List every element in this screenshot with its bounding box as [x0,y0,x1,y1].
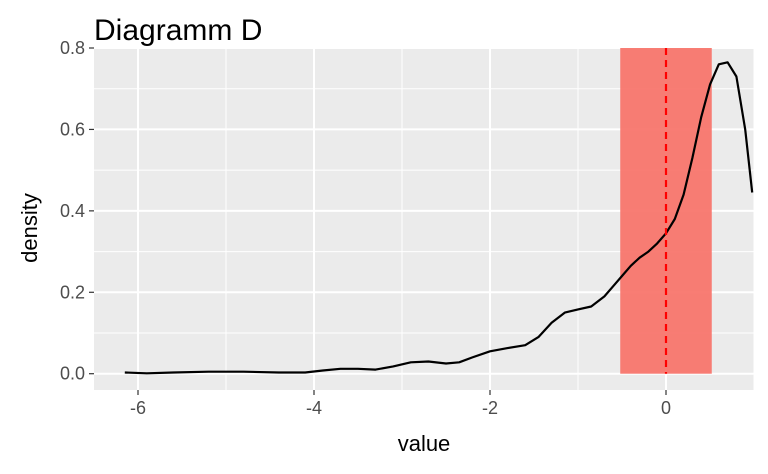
y-tick-label: 0.2 [60,282,85,302]
y-tick-label: 0.6 [60,119,85,139]
y-tick-label: 0.0 [60,364,85,384]
x-tick-label: 0 [661,398,671,418]
chart-title: Diagramm D [94,14,262,47]
x-tick-label: -4 [306,398,322,418]
x-axis-ticks: -6 -4 -2 0 [130,390,671,418]
y-tick-label: 0.4 [60,201,85,221]
y-axis-ticks: 0.0 0.2 0.4 0.6 0.8 [60,38,94,384]
x-tick-label: -2 [482,398,498,418]
y-tick-label: 0.8 [60,38,85,58]
x-axis-title: value [398,431,451,456]
x-tick-label: -6 [130,398,146,418]
density-line [124,61,754,375]
major-gridlines [94,47,754,390]
y-axis-title: density [17,193,42,263]
series-lines [124,61,754,375]
